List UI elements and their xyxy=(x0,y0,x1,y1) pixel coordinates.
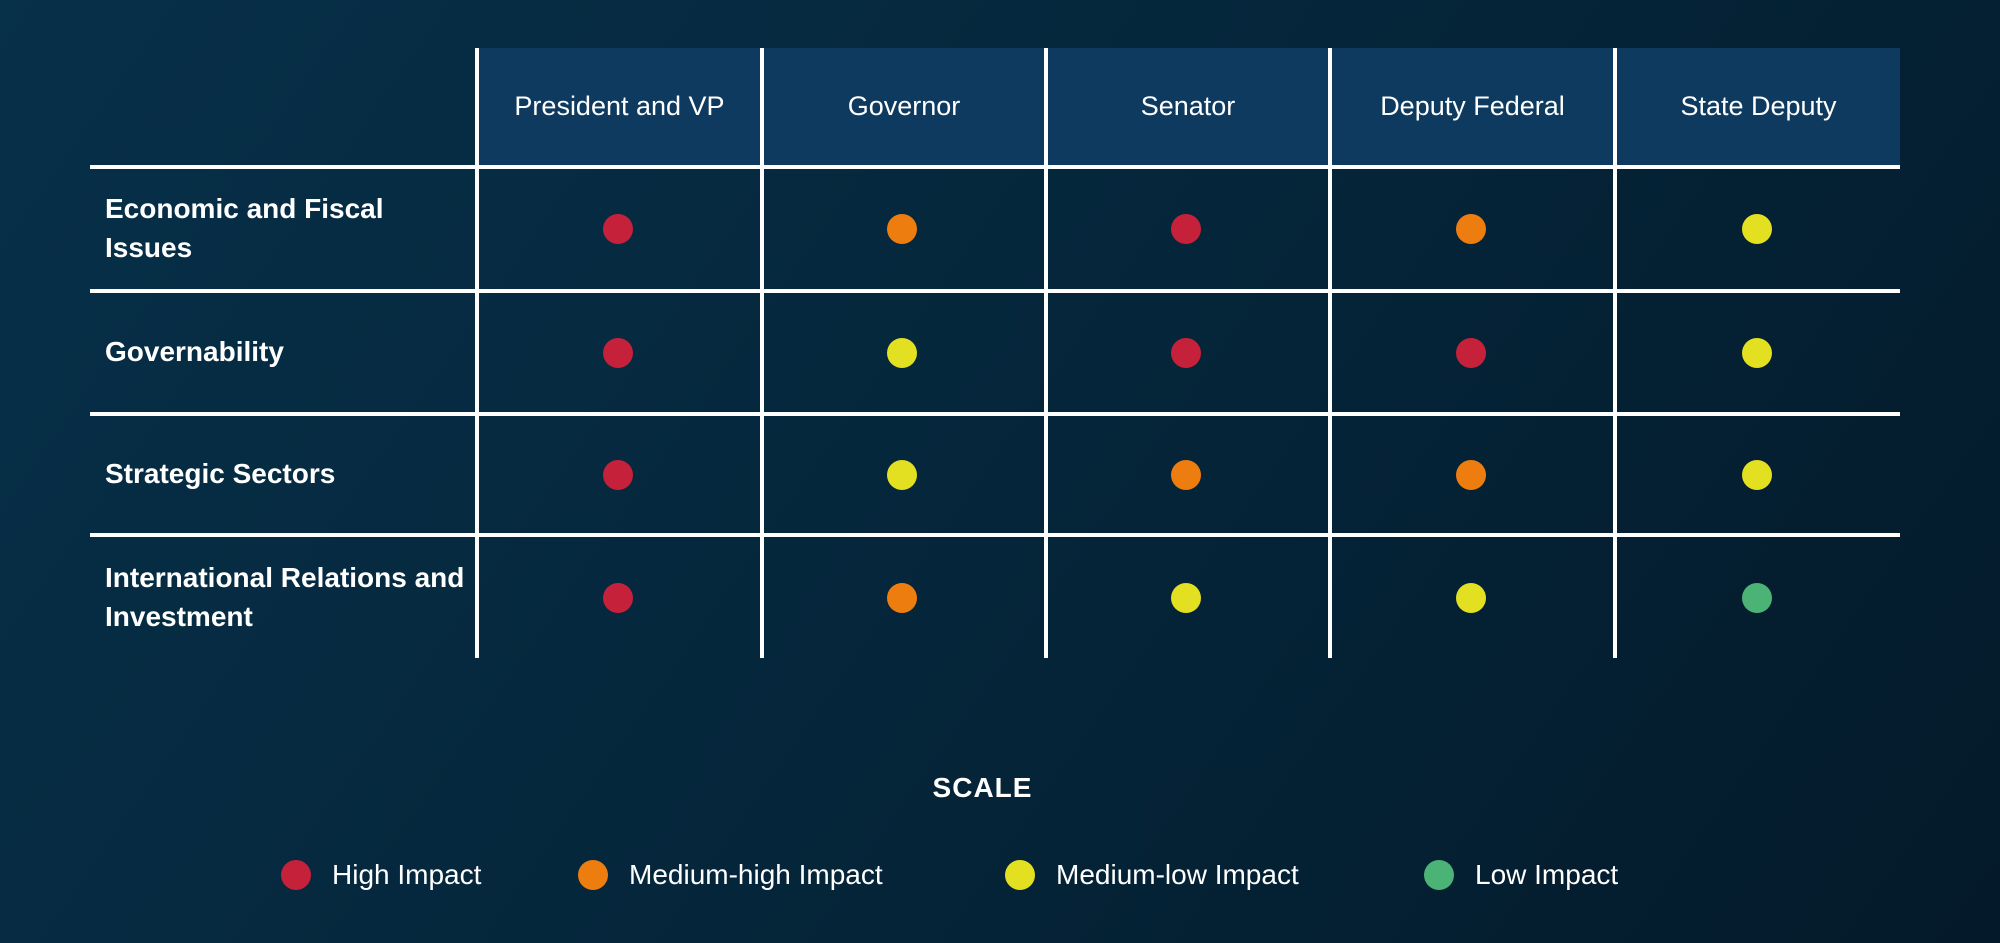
impact-dot xyxy=(1171,214,1201,244)
legend-dot-high xyxy=(281,860,311,890)
legend-label: High Impact xyxy=(332,859,482,890)
impact-dot xyxy=(887,338,917,368)
grid-line-horizontal xyxy=(90,289,1900,293)
legend-dot-medium-low xyxy=(1005,860,1035,890)
row-label-strategic-sectors: Strategic Sectors xyxy=(105,416,475,533)
row-label-international-relations: International Relations and Investment xyxy=(105,537,475,658)
column-header-deputy-federal: Deputy Federal xyxy=(1332,48,1613,165)
grid-line-vertical xyxy=(1328,48,1332,658)
column-header-president-vp: President and VP xyxy=(479,48,760,165)
legend-label: Medium-low Impact xyxy=(1056,859,1299,890)
impact-dot xyxy=(1742,338,1772,368)
impact-dot xyxy=(1742,460,1772,490)
impact-dot xyxy=(1456,583,1486,613)
impact-dot xyxy=(1456,214,1486,244)
impact-dot xyxy=(603,460,633,490)
legend-item-medium-low: Medium-low Impact xyxy=(1005,859,1299,890)
impact-dot xyxy=(887,583,917,613)
legend-label: Medium-high Impact xyxy=(629,859,883,890)
row-label-text: Governability xyxy=(105,336,284,368)
row-label-governability: Governability xyxy=(105,293,475,412)
impact-dot xyxy=(1456,460,1486,490)
row-label-economic-fiscal: Economic and Fiscal Issues xyxy=(105,169,475,289)
grid-line-vertical xyxy=(1044,48,1048,658)
legend-item-low: Low Impact xyxy=(1424,859,1619,890)
impact-dot xyxy=(1456,338,1486,368)
legend-dot-low xyxy=(1424,860,1454,890)
grid-line-horizontal xyxy=(90,165,1900,169)
row-label-text: International Relations and Investment xyxy=(105,561,465,632)
impact-dot xyxy=(1171,583,1201,613)
column-header-governor: Governor xyxy=(764,48,1044,165)
grid-line-horizontal xyxy=(90,533,1900,537)
row-label-text: Economic and Fiscal Issues xyxy=(105,193,384,263)
impact-dot xyxy=(603,338,633,368)
row-label-text: Strategic Sectors xyxy=(105,458,336,490)
grid-line-vertical xyxy=(475,48,479,658)
grid-line-vertical xyxy=(760,48,764,658)
impact-dot xyxy=(1171,460,1201,490)
legend-item-medium-high: Medium-high Impact xyxy=(578,859,883,890)
impact-dot xyxy=(887,460,917,490)
impact-dot xyxy=(603,214,633,244)
impact-dot xyxy=(1742,583,1772,613)
impact-dot xyxy=(1171,338,1201,368)
impact-dot xyxy=(887,214,917,244)
grid-line-horizontal xyxy=(90,412,1900,416)
column-header-senator: Senator xyxy=(1048,48,1328,165)
grid-line-vertical xyxy=(1613,48,1617,658)
legend-title: SCALE xyxy=(932,772,1033,803)
legend-label: Low Impact xyxy=(1475,859,1619,890)
impact-dot xyxy=(603,583,633,613)
column-header-state-deputy: State Deputy xyxy=(1617,48,1900,165)
legend-item-high: High Impact xyxy=(281,859,482,890)
legend-dot-medium-high xyxy=(578,860,608,890)
impact-dot xyxy=(1742,214,1772,244)
